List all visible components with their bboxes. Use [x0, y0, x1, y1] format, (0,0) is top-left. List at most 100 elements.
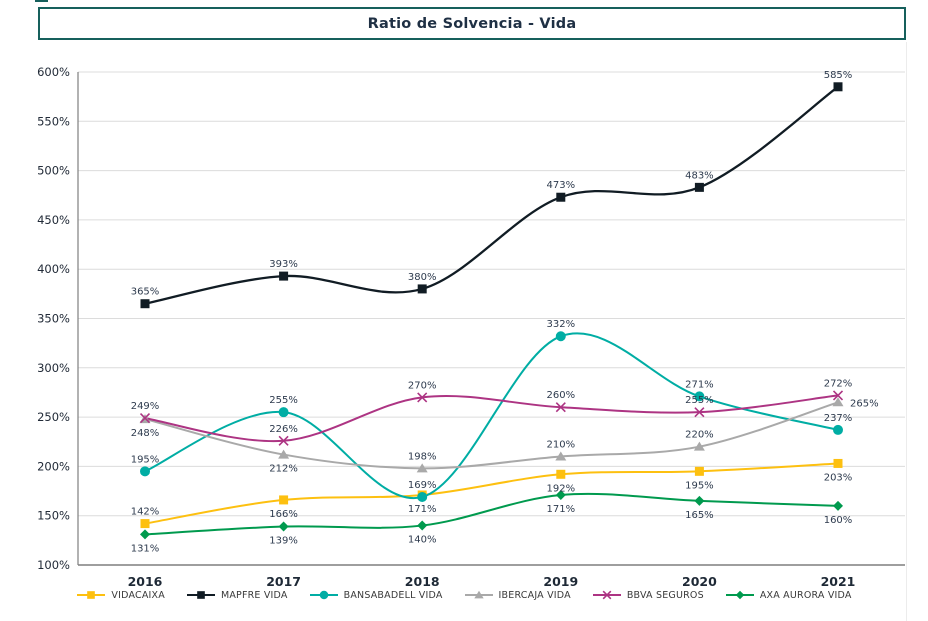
legend-x-icon [592, 590, 621, 600]
legend-item-bbva-seguros: BBVA SEGUROS [592, 589, 704, 601]
series-line-bansabadell-vida [144, 332, 839, 500]
marker-ibercaja-vida [832, 397, 844, 407]
y-tick-label: 450% [37, 213, 70, 227]
data-label-bansabadell-vida: 271% [685, 379, 714, 390]
marker-bansabadell-vida [833, 424, 843, 435]
page-edge-mark [35, 0, 48, 2]
data-label-vidacaixa: 192% [547, 483, 576, 494]
y-tick-label: 100% [37, 558, 70, 572]
legend-label: BBVA SEGUROS [626, 589, 704, 601]
data-label-bansabadell-vida: 169% [408, 480, 437, 491]
chart-legend: VIDACAIXA MAPFRE VIDA BANSABADELL VIDA IBER… [0, 589, 928, 601]
data-label-ibercaja-vida: 210% [547, 440, 576, 451]
marker-vidacaixa [694, 466, 704, 476]
data-label-vidacaixa: 195% [685, 480, 714, 491]
legend-marker-bansabadell-vida [319, 590, 328, 600]
data-label-bbva-seguros: 270% [408, 380, 437, 391]
data-label-vidacaixa: 171% [408, 504, 437, 515]
chart-title: Ratio de Solvencia - Vida [367, 15, 577, 32]
legend-diamond-icon [725, 590, 754, 600]
legend-marker-vidacaixa [87, 591, 96, 599]
marker-bansabadell-vida [694, 391, 705, 402]
data-label-axa-aurora-vida: 171% [547, 504, 576, 515]
series-line-axa-aurora-vida [144, 492, 839, 536]
x-tick-label: 2020 [682, 574, 717, 589]
marker-mapfre-vida [556, 192, 566, 202]
legend-marker-bbva-seguros [602, 590, 612, 600]
data-label-axa-aurora-vida: 165% [685, 510, 714, 521]
legend-label: BANSABADELL VIDA [343, 589, 443, 601]
y-tick-label: 400% [37, 262, 70, 276]
marker-vidacaixa [140, 519, 150, 529]
page-right-divider [906, 42, 907, 621]
marker-bansabadell-vida [278, 407, 289, 418]
marker-bbva-seguros [555, 402, 566, 413]
y-tick-label: 500% [37, 164, 70, 178]
marker-ibercaja-vida [416, 463, 428, 473]
legend-label: IBERCAJA VIDA [498, 589, 571, 601]
legend-label: VIDACAIXA [111, 589, 165, 601]
data-label-bbva-seguros: 226% [269, 424, 298, 435]
marker-bbva-seguros [417, 392, 428, 403]
data-label-ibercaja-vida: 248% [131, 428, 160, 439]
marker-ibercaja-vida [555, 451, 567, 461]
data-label-bansabadell-vida: 195% [131, 454, 160, 465]
data-label-vidacaixa: 166% [269, 509, 298, 520]
marker-vidacaixa [833, 458, 843, 468]
x-tick-label: 2016 [128, 574, 163, 589]
y-tick-label: 550% [37, 114, 70, 128]
y-tick-label: 250% [37, 410, 70, 424]
data-label-axa-aurora-vida: 131% [131, 543, 160, 554]
data-label-axa-aurora-vida: 140% [408, 535, 437, 546]
marker-bansabadell-vida [555, 331, 566, 342]
marker-bansabadell-vida [140, 466, 150, 477]
data-label-bbva-seguros: 272% [824, 378, 853, 389]
chart-title-box: Ratio de Solvencia - Vida [38, 7, 906, 40]
marker-bbva-seguros [139, 413, 151, 424]
legend-item-axa-aurora-vida: AXA AURORA VIDA [725, 589, 852, 601]
marker-axa-aurora-vida [278, 521, 289, 532]
y-tick-label: 350% [37, 312, 70, 326]
legend-square-icon [186, 591, 215, 599]
x-tick-label: 2019 [543, 574, 578, 589]
legend-item-mapfre-vida: MAPFRE VIDA [186, 589, 288, 601]
y-tick-label: 300% [37, 361, 70, 375]
y-tick-label: 150% [37, 509, 70, 523]
data-label-mapfre-vida: 473% [547, 180, 576, 191]
series-line-ibercaja-vida [144, 401, 839, 470]
marker-mapfre-vida [694, 182, 704, 192]
marker-axa-aurora-vida [140, 529, 150, 540]
marker-bbva-seguros [278, 435, 289, 446]
legend-square-icon [77, 591, 106, 599]
marker-bbva-seguros [832, 390, 844, 401]
marker-bansabadell-vida [417, 491, 428, 502]
y-tick-label: 600% [37, 65, 70, 79]
marker-axa-aurora-vida [833, 500, 843, 511]
data-label-ibercaja-vida: 265% [850, 398, 879, 409]
data-label-ibercaja-vida: 212% [269, 464, 298, 475]
data-label-bbva-seguros: 260% [547, 390, 576, 401]
marker-mapfre-vida [140, 299, 150, 309]
y-tick-label: 200% [37, 459, 70, 473]
x-tick-label: 2017 [266, 574, 301, 589]
series-line-mapfre-vida [143, 85, 840, 305]
marker-ibercaja-vida [278, 449, 290, 459]
x-tick-label: 2018 [405, 574, 440, 589]
marker-bbva-seguros [694, 407, 705, 418]
data-label-bbva-seguros: 255% [685, 395, 714, 406]
data-label-mapfre-vida: 585% [824, 70, 853, 81]
marker-mapfre-vida [417, 284, 427, 294]
data-label-bansabadell-vida: 255% [269, 395, 298, 406]
legend-label: AXA AURORA VIDA [759, 589, 852, 601]
data-label-mapfre-vida: 380% [408, 272, 437, 283]
data-label-mapfre-vida: 483% [685, 170, 714, 181]
data-label-vidacaixa: 142% [131, 507, 160, 518]
x-tick-label: 2021 [821, 574, 856, 589]
legend-circle-icon [309, 590, 338, 600]
data-label-axa-aurora-vida: 160% [824, 515, 853, 526]
data-label-ibercaja-vida: 198% [408, 451, 437, 462]
data-label-axa-aurora-vida: 139% [269, 536, 298, 547]
data-label-vidacaixa: 203% [824, 472, 853, 483]
marker-axa-aurora-vida [555, 489, 566, 500]
